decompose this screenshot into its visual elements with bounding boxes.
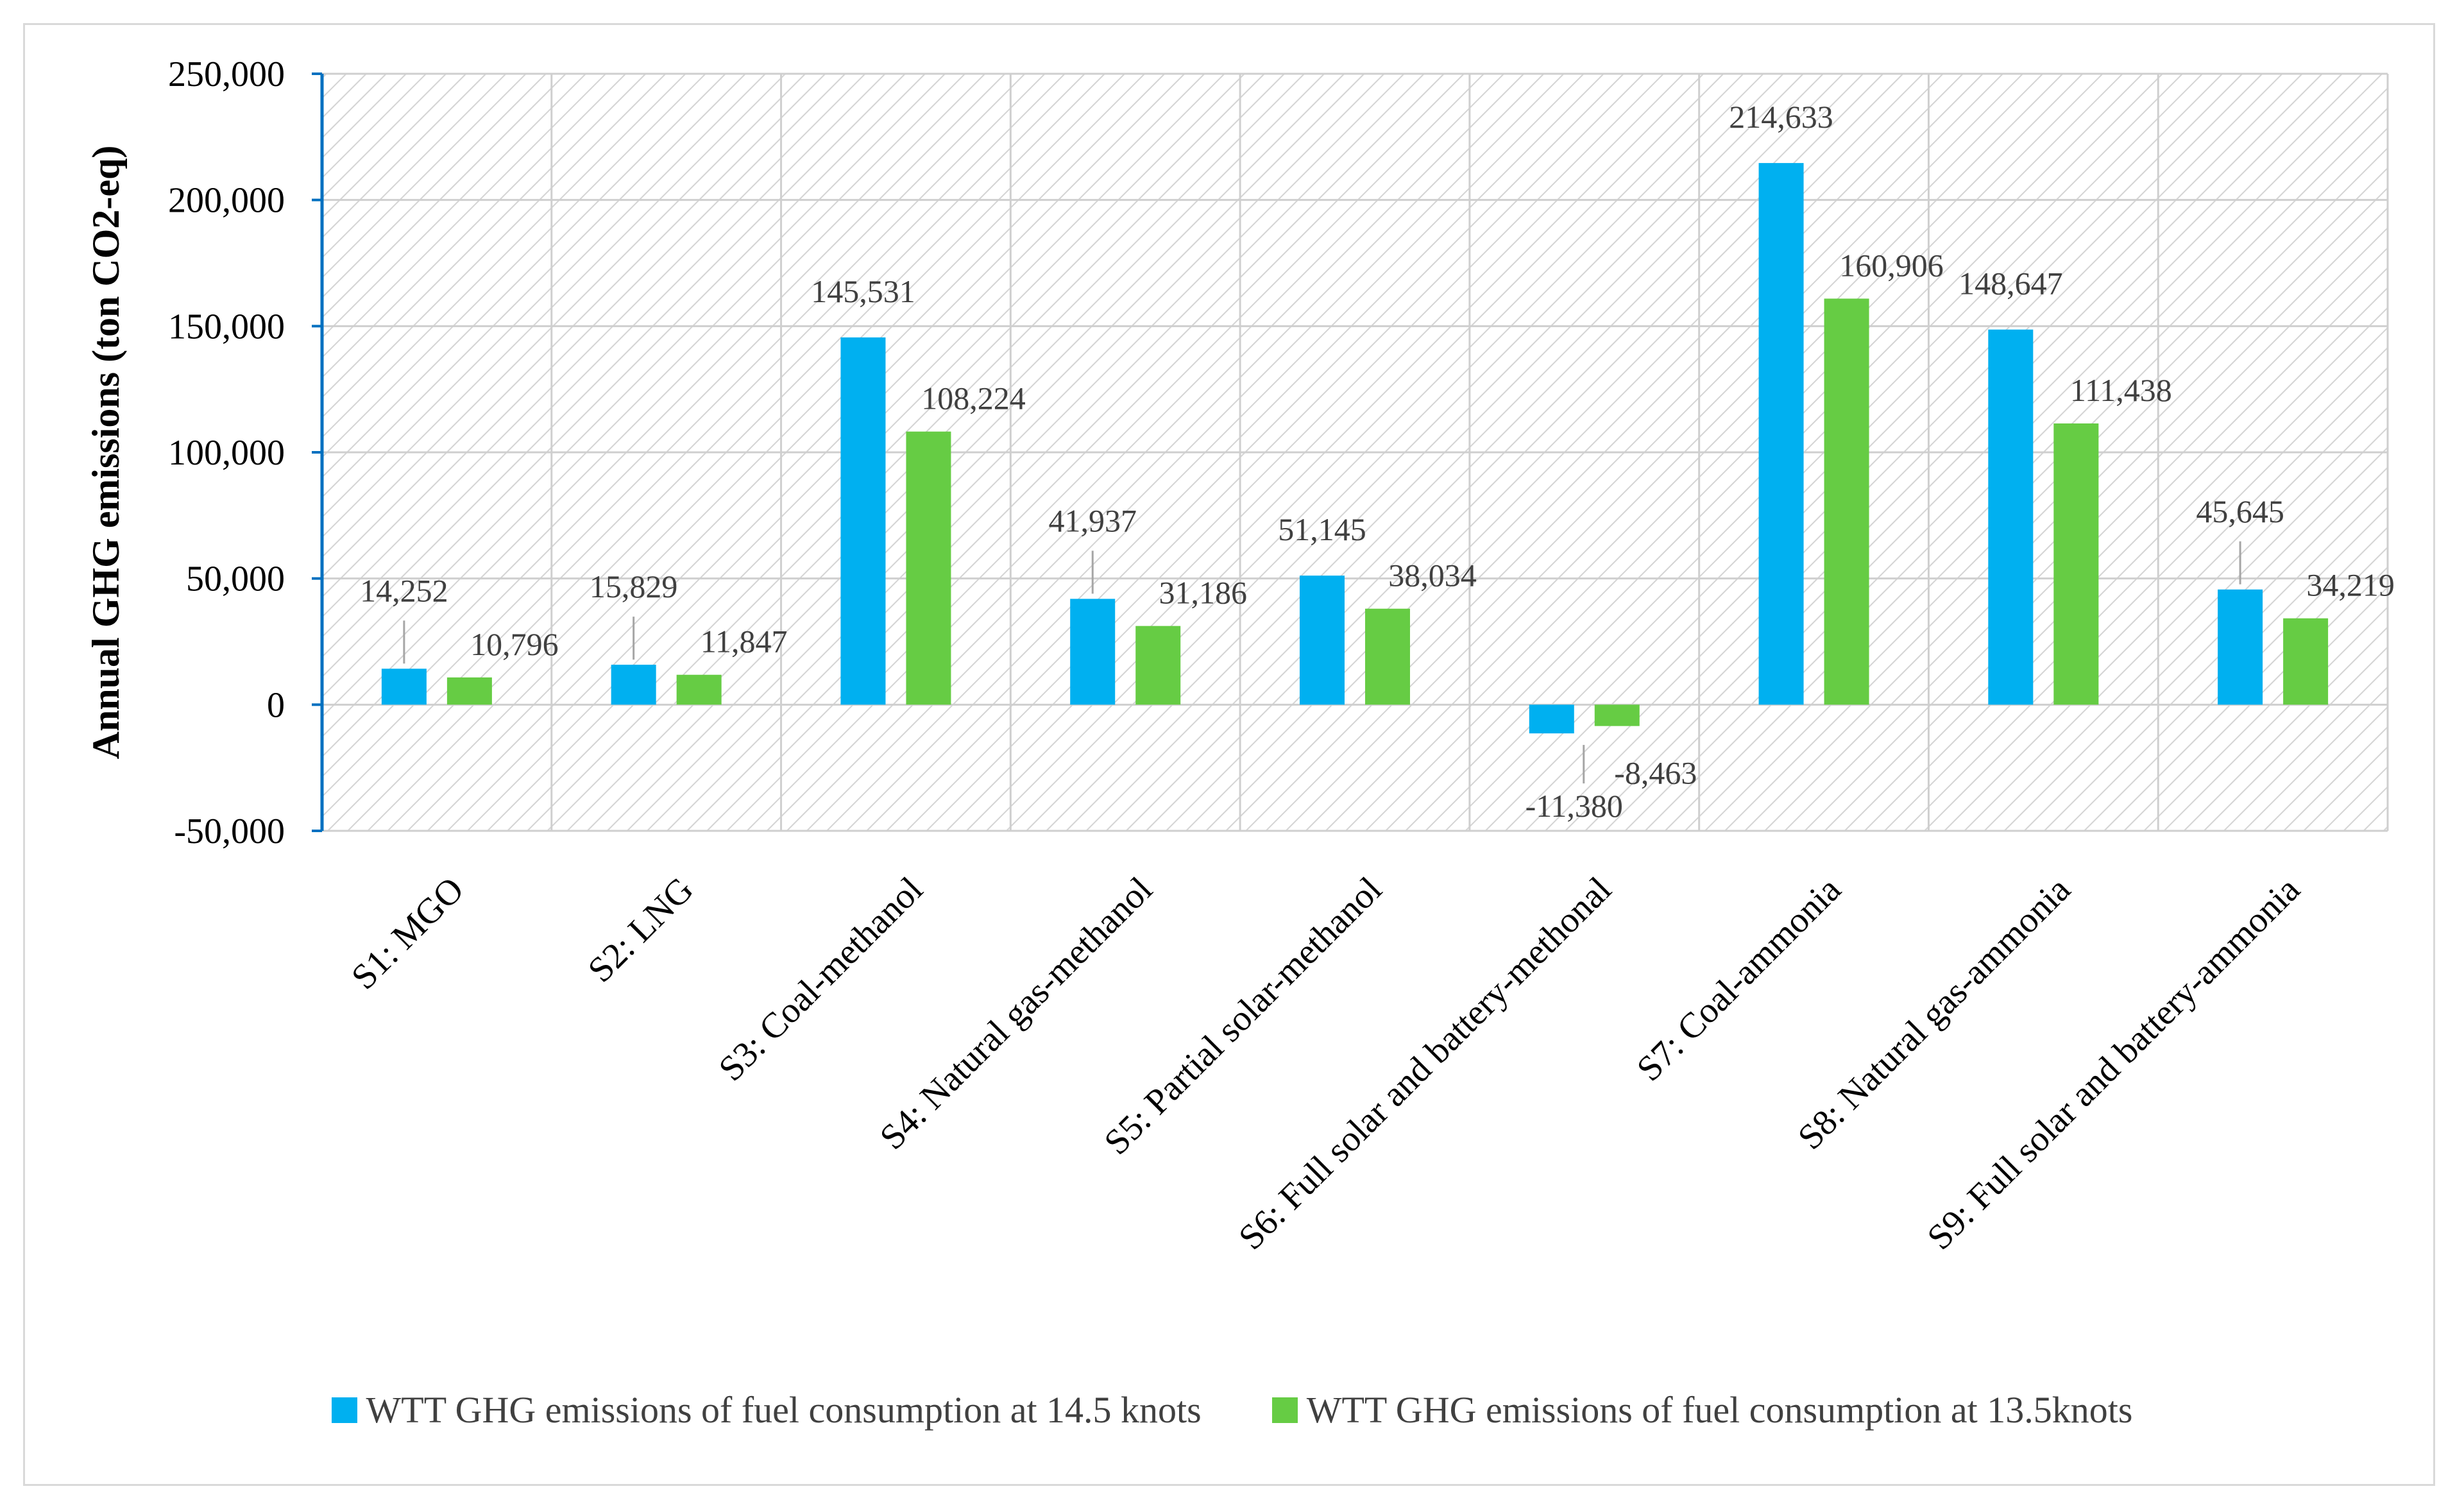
- y-tick-label: -50,000: [174, 812, 285, 851]
- bar-series-1: [1988, 329, 2034, 705]
- legend-label-series-2: WTT GHG emissions of fuel consumption at…: [1306, 1389, 2133, 1431]
- y-tick-label: 0: [267, 685, 285, 725]
- bar-series-1: [840, 337, 886, 705]
- y-tick-label: 200,000: [168, 181, 285, 221]
- bar-series-1: [1070, 599, 1116, 705]
- bar-series-2: [446, 677, 492, 705]
- bar-series-1: [611, 665, 656, 705]
- data-label-series-2: 38,034: [1388, 558, 1477, 593]
- category-label: S3: Coal-methanol: [711, 869, 931, 1089]
- bar-series-1: [381, 669, 427, 705]
- y-axis: -50,000 0 50,000 100,000 150,000 200,000 250,0…: [168, 55, 324, 851]
- data-label-series-1: 214,633: [1729, 99, 1833, 135]
- y-tick-label: 250,000: [168, 55, 285, 94]
- data-label-series-2: 108,224: [921, 380, 1026, 416]
- bar-series-2: [906, 431, 951, 705]
- gridlines: [322, 72, 2389, 832]
- bar-series-1: [1529, 704, 1574, 734]
- data-label-series-1: 145,531: [811, 273, 915, 309]
- bar-series-2: [1824, 298, 1869, 705]
- bar-series-2: [1135, 626, 1181, 705]
- data-label-series-2: -8,463: [1614, 755, 1697, 791]
- bar-series-1: [1300, 575, 1345, 705]
- y-tick-label: 150,000: [168, 307, 285, 346]
- category-label: S9: Full solar and battery-ammonia: [1920, 869, 2308, 1258]
- data-label-series-2: 34,219: [2306, 567, 2395, 603]
- data-label-series-1: 45,645: [2196, 493, 2284, 529]
- legend-swatch-series-1: [331, 1397, 357, 1423]
- data-label-series-1: 51,145: [1278, 511, 1366, 547]
- legend-label-series-1: WTT GHG emissions of fuel consumption at…: [366, 1389, 1202, 1431]
- bar-series-2: [676, 674, 722, 705]
- data-label-series-1: 15,829: [590, 568, 678, 604]
- data-label-series-1: -11,380: [1525, 788, 1623, 824]
- bar-series-2: [2053, 423, 2099, 705]
- bars: [381, 163, 2329, 734]
- category-label: S1: MGO: [344, 869, 472, 997]
- bar-series-1: [1758, 163, 1804, 705]
- y-axis-title: Annual GHG emissions (ton CO2-eq): [85, 146, 127, 760]
- bar-series-2: [1365, 608, 1410, 705]
- category-label: S2: LNG: [581, 869, 701, 990]
- data-label-series-2: 10,796: [470, 626, 559, 662]
- bar-series-1: [2218, 589, 2263, 705]
- legend: WTT GHG emissions of fuel consumption at…: [0, 1388, 2464, 1431]
- data-label-series-2: 111,438: [2070, 372, 2172, 408]
- bar-series-2: [2283, 618, 2329, 705]
- legend-item-series-2: WTT GHG emissions of fuel consumption at…: [1271, 1388, 2133, 1431]
- category-label: S6: Full solar and battery-methonal: [1231, 869, 1619, 1258]
- category-label: S7: Coal-ammonia: [1629, 869, 1849, 1089]
- y-tick-label: 100,000: [168, 433, 285, 473]
- data-label-series-2: 11,847: [701, 624, 788, 660]
- data-label-series-1: 148,647: [1958, 266, 2063, 302]
- data-label-series-1: 14,252: [360, 572, 448, 608]
- y-tick-label: 50,000: [186, 559, 285, 599]
- data-label-series-2: 160,906: [1839, 247, 1944, 283]
- data-label-series-1: 41,937: [1048, 502, 1137, 538]
- data-label-series-2: 31,186: [1159, 575, 1247, 611]
- data-labels: 14,252 15,829 145,531 41,937 51,145 -11,380 21…: [360, 99, 2395, 824]
- bar-series-2: [1594, 704, 1640, 726]
- legend-item-series-1: WTT GHG emissions of fuel consumption at…: [331, 1388, 1202, 1431]
- legend-swatch-series-2: [1271, 1397, 1298, 1423]
